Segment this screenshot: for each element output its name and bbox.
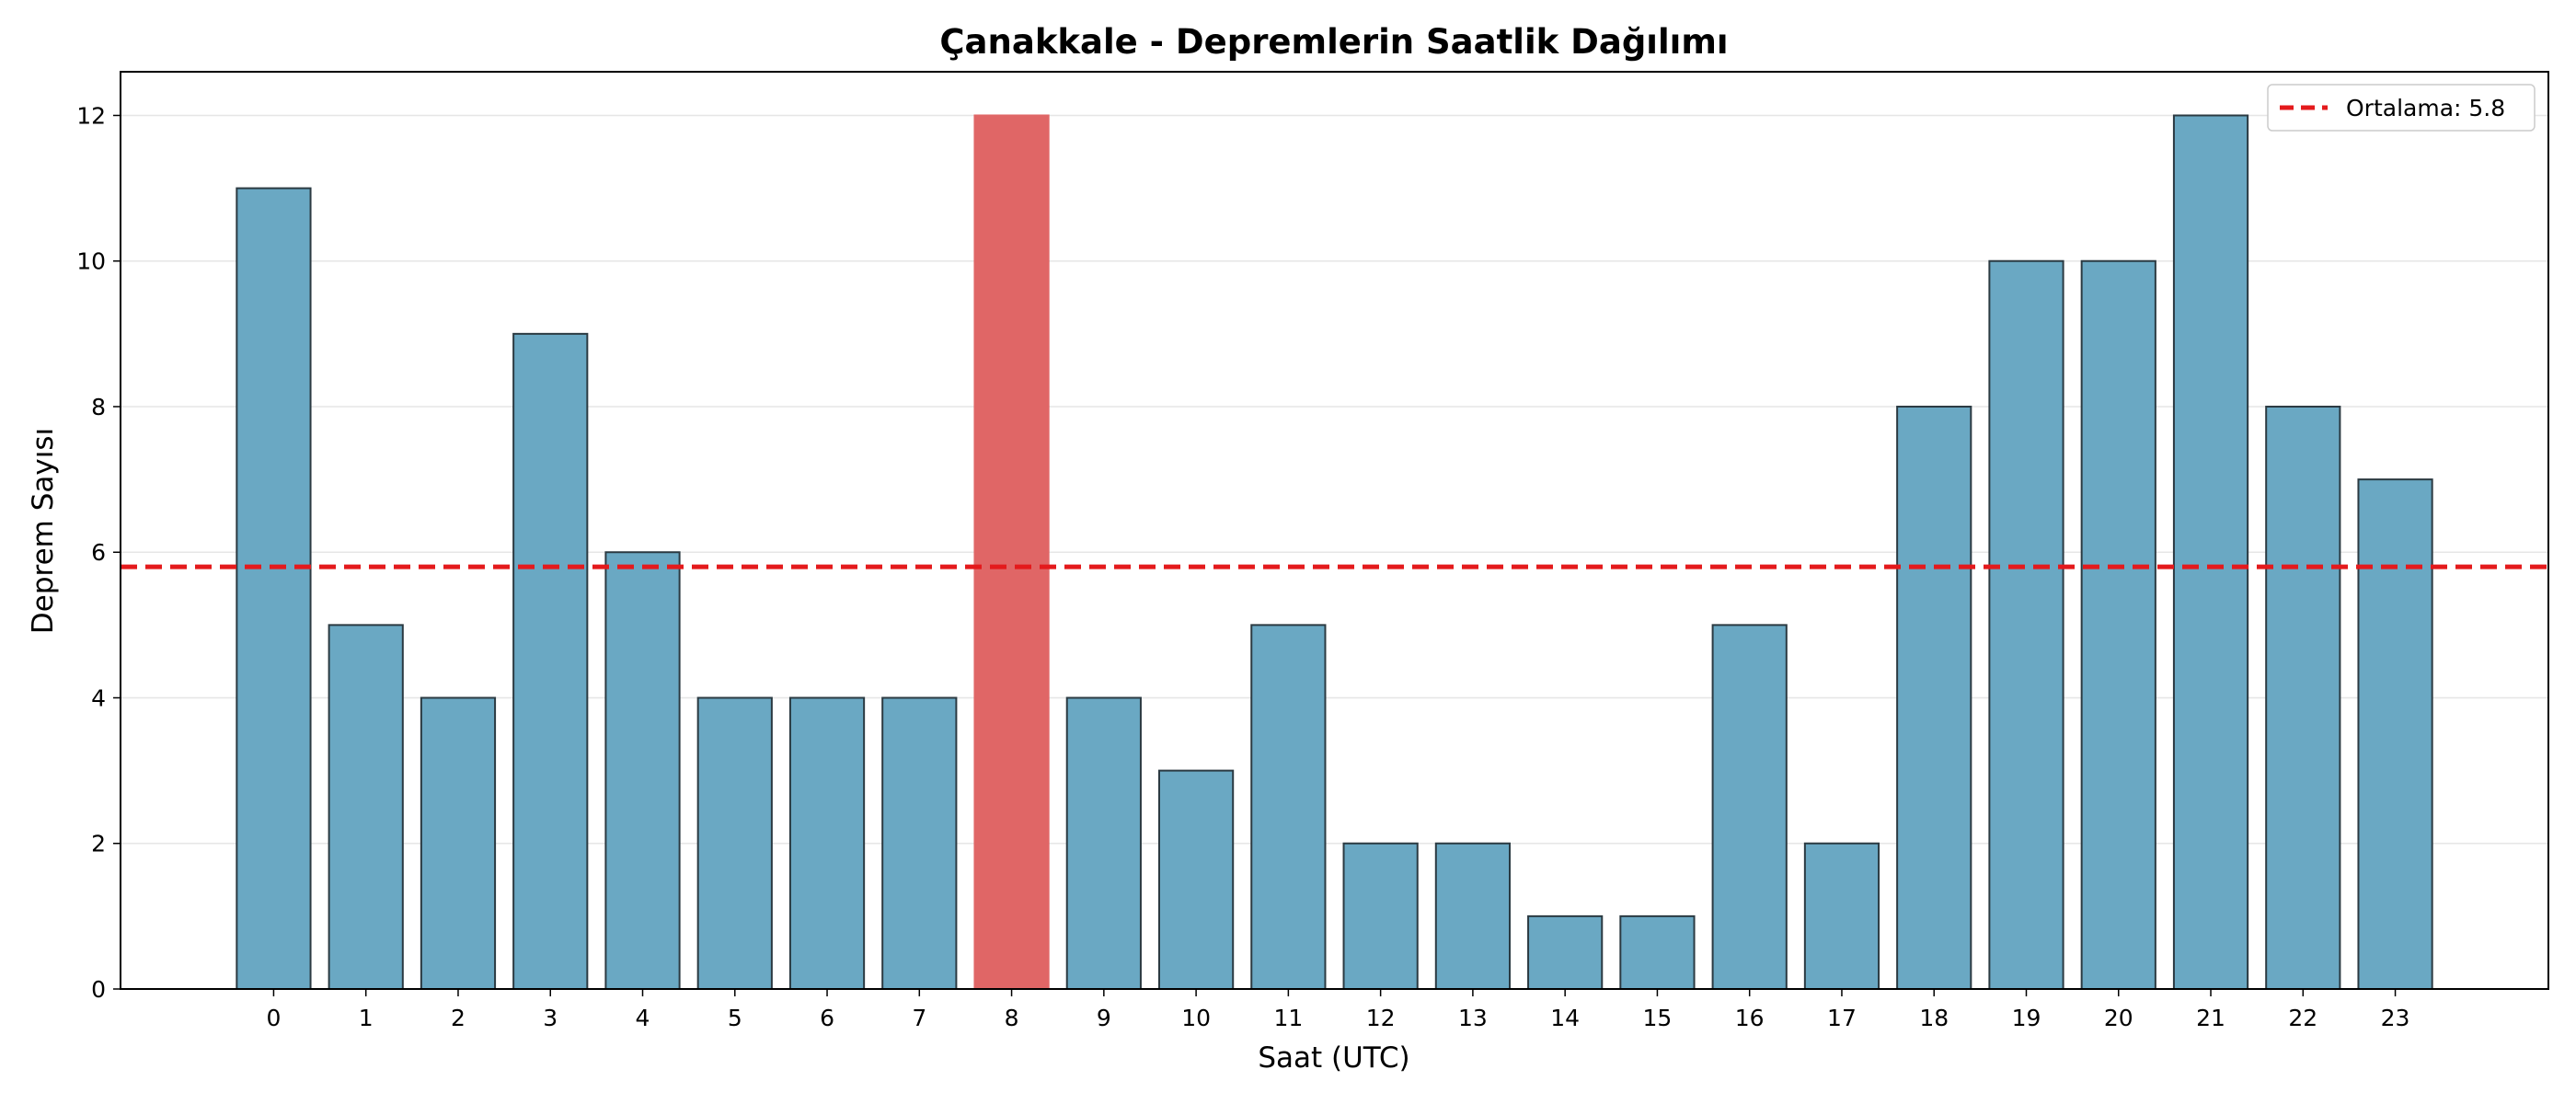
x-tick-label: 15 <box>1643 1005 1673 1031</box>
x-tick-label: 1 <box>359 1005 374 1031</box>
x-tick-label: 0 <box>266 1005 281 1031</box>
bar <box>788 696 866 990</box>
bar <box>2080 259 2156 990</box>
bar <box>1157 769 1235 990</box>
bar <box>604 551 681 990</box>
x-tick-label: 22 <box>2288 1005 2317 1031</box>
y-tick-label: 4 <box>91 684 106 711</box>
x-tick-label: 23 <box>2381 1005 2410 1031</box>
x-tick-label: 2 <box>451 1005 466 1031</box>
x-tick-label: 7 <box>912 1005 926 1031</box>
y-axis-label: Deprem Sayısı <box>27 428 60 634</box>
x-tick-label: 4 <box>636 1005 650 1031</box>
bar <box>1250 624 1327 990</box>
bar <box>1711 624 1788 990</box>
bar <box>696 696 773 990</box>
plot-frame <box>120 71 2549 990</box>
x-tick-label: 14 <box>1550 1005 1580 1031</box>
bar <box>420 696 497 990</box>
x-tick-label: 8 <box>1005 1005 1019 1031</box>
bar <box>1342 842 1419 990</box>
x-tick-label: 13 <box>1458 1005 1488 1031</box>
y-tick-label: 6 <box>91 539 106 566</box>
bar <box>1065 696 1142 990</box>
x-tick-label: 19 <box>2012 1005 2041 1031</box>
x-tick-label: 20 <box>2104 1005 2133 1031</box>
y-tick-label: 12 <box>76 102 106 129</box>
x-tick-label: 16 <box>1735 1005 1765 1031</box>
bars <box>236 114 2433 991</box>
x-tick-label: 9 <box>1097 1005 1111 1031</box>
bar <box>1988 259 2064 990</box>
bar <box>512 332 589 991</box>
x-tick-label: 17 <box>1827 1005 1857 1031</box>
y-tick-label: 10 <box>76 248 106 275</box>
x-tick-label: 5 <box>728 1005 742 1031</box>
bar <box>236 187 312 991</box>
y-axis-ticks: 0 2 4 6 8 10 12 <box>76 102 121 1003</box>
legend: Ortalama: 5.8 <box>2267 84 2536 132</box>
bar <box>2172 114 2249 990</box>
x-tick-label: 18 <box>1919 1005 1949 1031</box>
bar <box>2265 405 2341 990</box>
bar <box>1896 405 1972 990</box>
bar <box>1803 842 1880 990</box>
legend-box <box>2267 84 2536 132</box>
chart-title: Çanakkale - Depremlerin Saatlik Dağılımı <box>939 22 1728 62</box>
y-tick-label: 2 <box>91 831 106 857</box>
y-tick-label: 8 <box>91 394 106 420</box>
bar <box>1619 914 1696 990</box>
legend-mean-label: Ortalama: 5.8 <box>2346 95 2505 121</box>
x-tick-label: 3 <box>543 1005 558 1031</box>
y-tick-label: 0 <box>91 976 106 1003</box>
x-tick-label: 6 <box>820 1005 834 1031</box>
bar <box>2357 478 2433 990</box>
x-axis-label: Saat (UTC) <box>1258 1041 1409 1075</box>
x-tick-label: 11 <box>1273 1005 1303 1031</box>
bar <box>973 114 1050 990</box>
x-axis-ticks: 0 1 2 3 4 5 6 7 8 9 10 11 12 13 14 15 16 17 18 19 20 21 22 23 <box>266 989 2409 1031</box>
bar <box>1434 842 1512 990</box>
bar <box>1527 914 1604 990</box>
bar <box>881 696 958 990</box>
x-tick-label: 12 <box>1366 1005 1396 1031</box>
x-tick-label: 21 <box>2196 1005 2225 1031</box>
bar <box>328 624 404 990</box>
x-tick-label: 10 <box>1181 1005 1211 1031</box>
